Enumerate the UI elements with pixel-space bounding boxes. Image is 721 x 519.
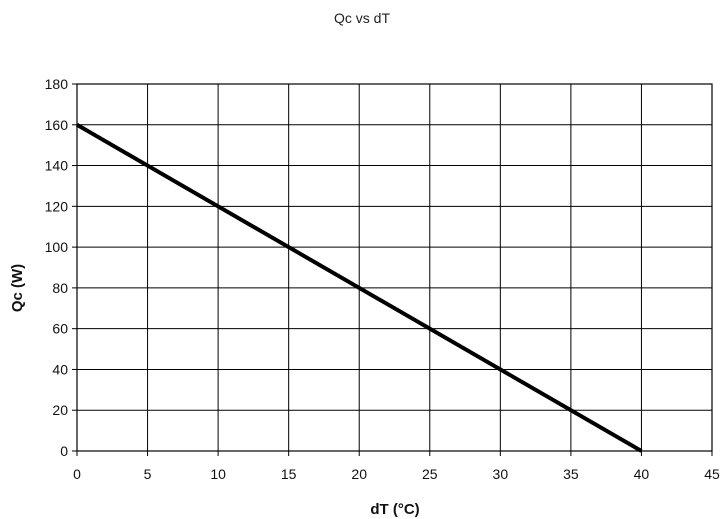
y-tick-label: 120 [45, 198, 69, 214]
y-tick-label: 60 [52, 321, 68, 337]
x-tick-label: 25 [422, 466, 438, 482]
grid-lines [76, 83, 713, 452]
y-axis-label: Qc (W) [9, 264, 26, 312]
x-tick-label: 30 [493, 466, 509, 482]
y-tick-label: 0 [60, 443, 68, 459]
x-tick-label: 0 [73, 466, 81, 482]
y-axis-ticks: 0 20 40 60 80 100 120 140 160 180 [45, 76, 77, 459]
x-tick-label: 10 [210, 466, 226, 482]
y-tick-label: 20 [52, 402, 68, 418]
plot-background [77, 84, 712, 451]
x-tick-label: 35 [563, 466, 579, 482]
x-axis-ticks: 0 5 10 15 20 25 30 35 40 45 [73, 451, 720, 482]
x-tick-label: 45 [704, 466, 720, 482]
y-tick-label: 80 [52, 280, 68, 296]
y-tick-label: 140 [45, 158, 69, 174]
y-tick-label: 100 [45, 239, 69, 255]
x-tick-label: 5 [144, 466, 152, 482]
series-layer [75, 123, 643, 453]
y-tick-label: 40 [52, 361, 68, 377]
x-tick-label: 20 [351, 466, 367, 482]
x-tick-label: 15 [281, 466, 297, 482]
y-tick-label: 160 [45, 117, 69, 133]
x-axis-label: dT (°C) [370, 501, 419, 518]
x-tick-label: 40 [634, 466, 650, 482]
chart-title: Qc vs dT [334, 10, 390, 26]
plot-area [77, 84, 712, 451]
y-tick-label: 180 [45, 76, 69, 92]
plot-border [76, 83, 713, 452]
series-line [75, 123, 643, 453]
